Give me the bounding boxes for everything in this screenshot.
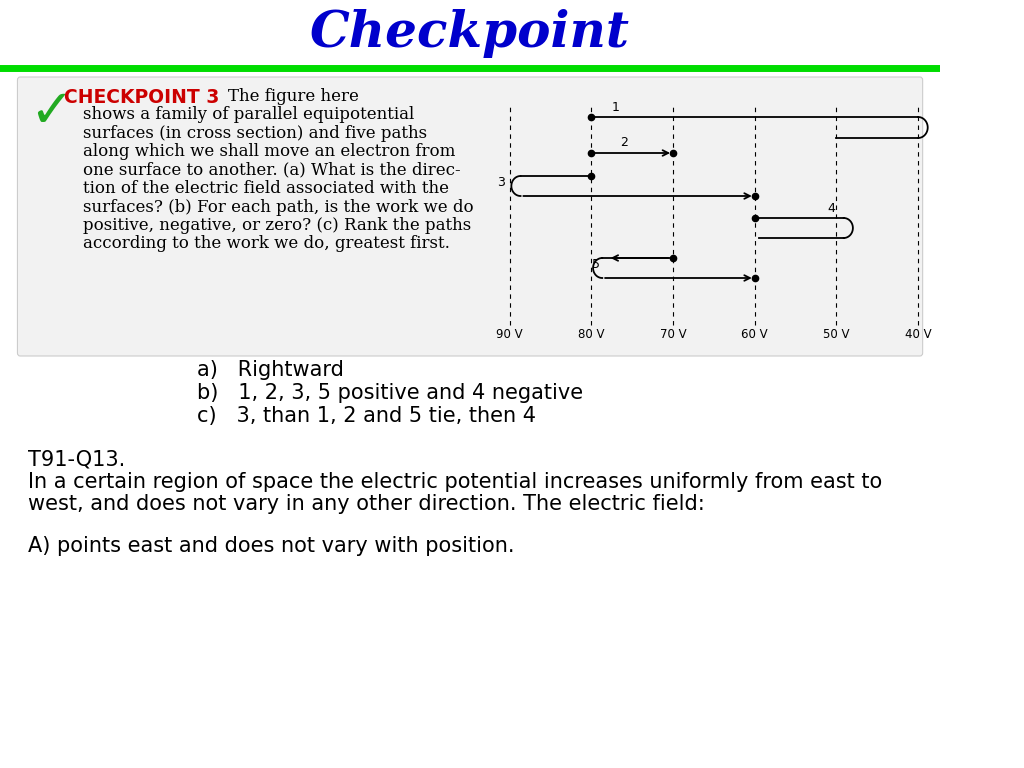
Text: west, and does not vary in any other direction. The electric field:: west, and does not vary in any other dir… <box>28 494 705 514</box>
Text: 2: 2 <box>620 136 628 149</box>
Text: shows a family of parallel equipotential: shows a family of parallel equipotential <box>83 106 414 123</box>
Text: ✓: ✓ <box>30 86 74 138</box>
Text: tion of the electric field associated with the: tion of the electric field associated wi… <box>83 180 449 197</box>
Text: surfaces? (b) For each path, is the work we do: surfaces? (b) For each path, is the work… <box>83 198 473 216</box>
Text: 5: 5 <box>592 258 600 271</box>
Text: 4: 4 <box>827 202 836 215</box>
Text: A) points east and does not vary with position.: A) points east and does not vary with po… <box>28 536 514 556</box>
Text: 3: 3 <box>497 176 505 189</box>
Text: 40 V: 40 V <box>905 329 932 342</box>
Text: one surface to another. (a) What is the direc-: one surface to another. (a) What is the … <box>83 161 460 178</box>
Text: 1: 1 <box>611 101 620 114</box>
Text: b)   1, 2, 3, 5 positive and 4 negative: b) 1, 2, 3, 5 positive and 4 negative <box>198 383 584 403</box>
Text: 50 V: 50 V <box>823 329 850 342</box>
Text: Checkpoint: Checkpoint <box>310 8 630 58</box>
Text: The figure here: The figure here <box>227 88 358 105</box>
Text: 80 V: 80 V <box>578 329 604 342</box>
Text: 60 V: 60 V <box>741 329 768 342</box>
Text: surfaces (in cross section) and five paths: surfaces (in cross section) and five pat… <box>83 124 427 141</box>
Text: c)   3, than 1, 2 and 5 tie, then 4: c) 3, than 1, 2 and 5 tie, then 4 <box>198 406 537 426</box>
Text: 90 V: 90 V <box>497 329 523 342</box>
Text: In a certain region of space the electric potential increases uniformly from eas: In a certain region of space the electri… <box>28 472 882 492</box>
Text: along which we shall move an electron from: along which we shall move an electron fr… <box>83 143 455 160</box>
Text: according to the work we do, greatest first.: according to the work we do, greatest fi… <box>83 236 450 253</box>
Text: positive, negative, or zero? (c) Rank the paths: positive, negative, or zero? (c) Rank th… <box>83 217 471 234</box>
Text: a)   Rightward: a) Rightward <box>198 360 344 380</box>
FancyBboxPatch shape <box>17 77 923 356</box>
Text: T91-Q13.: T91-Q13. <box>28 450 125 470</box>
Text: CHECKPOINT 3: CHECKPOINT 3 <box>65 88 219 107</box>
Text: 70 V: 70 V <box>659 329 686 342</box>
